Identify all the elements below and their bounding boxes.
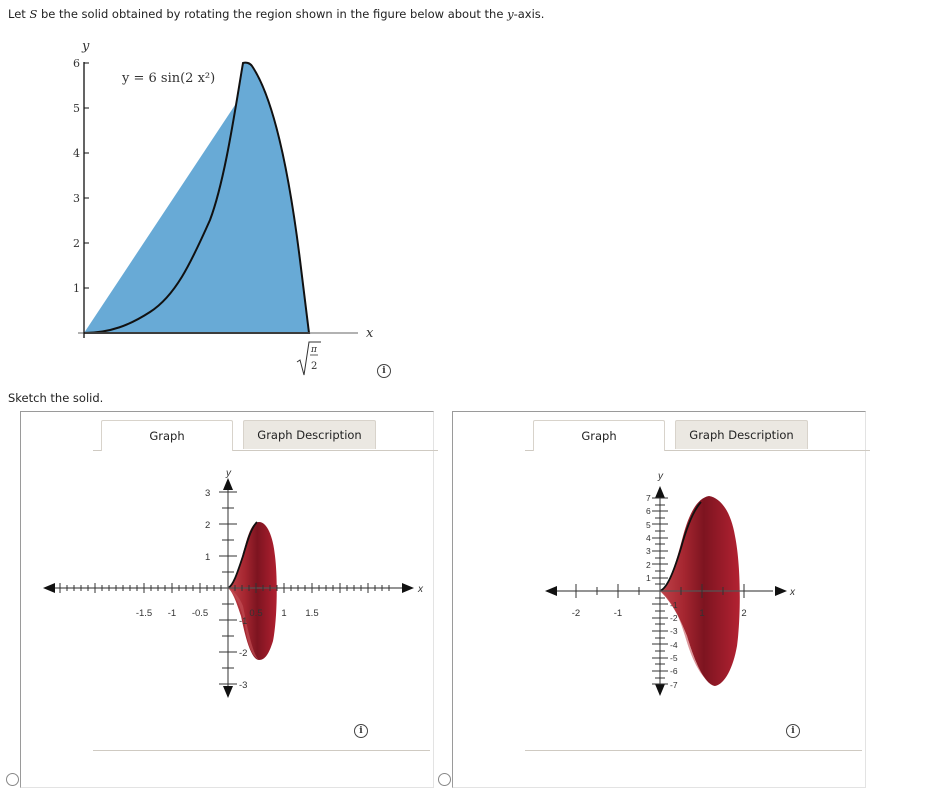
y-axis-down-arrow-icon: [223, 686, 233, 698]
prompt-text: -axis.: [513, 7, 545, 21]
y-tick-1: 1: [73, 282, 80, 295]
y-axis-up-arrow-icon: [655, 486, 665, 498]
y-tick-2: 2: [205, 520, 210, 531]
y-tick-1: 1: [205, 552, 210, 563]
y-tick-7: 7: [646, 493, 651, 503]
divider: [93, 750, 430, 751]
shaded-region: [84, 93, 243, 333]
y-tick-neg2: -2: [239, 648, 247, 659]
prompt-text: Let: [8, 7, 30, 21]
x-tick-1: 1: [699, 608, 704, 619]
y-tick-neg5: -5: [670, 653, 678, 663]
x-tick-neg1.5: -1.5: [136, 608, 152, 619]
x-tick-neg1: -1: [614, 608, 622, 619]
y-tick-neg7: -7: [670, 680, 678, 690]
x-endpoint-label: π 2: [296, 341, 321, 376]
y-axis-down-arrow-icon: [655, 684, 665, 696]
x-axis-label: x: [789, 587, 796, 598]
prompt-text: be the solid obtained by rotating the re…: [37, 7, 508, 21]
y-tick-6: 6: [646, 506, 651, 516]
y-tick-neg2: -2: [670, 613, 678, 623]
question-prompt: Let S be the solid obtained by rotating …: [8, 7, 544, 21]
y-tick-3: 3: [73, 192, 80, 205]
x-axis-label: x: [366, 326, 374, 341]
region-graph: 1 2 3 4 5 6 y x y = 6 sin(2 x²) π 2: [0, 30, 420, 390]
tab-graph[interactable]: Graph: [101, 420, 233, 451]
x-tick-1: 1: [281, 608, 286, 619]
tab-graph-description[interactable]: Graph Description: [675, 420, 808, 449]
y-axis-label: y: [657, 471, 664, 482]
svg-text:2: 2: [311, 361, 317, 372]
tab-bar: Graph Graph Description: [525, 420, 870, 451]
tab-bar: Graph Graph Description: [93, 420, 438, 451]
solid-graph-b: -2 -1 1 2 x: [453, 456, 865, 736]
info-icon[interactable]: i: [377, 364, 391, 378]
x-tick-2: 2: [741, 608, 746, 619]
y-tick-2: 2: [646, 560, 651, 570]
x-tick-neg0.5: -0.5: [192, 608, 208, 619]
answer-radio-b[interactable]: [438, 773, 451, 786]
y-tick-3: 3: [646, 546, 651, 556]
y-axis-label: y: [81, 39, 90, 54]
svg-text:π: π: [310, 345, 318, 355]
y-tick-4: 4: [73, 147, 80, 160]
y-tick-3: 3: [205, 488, 210, 499]
y-tick-1: 1: [646, 573, 651, 583]
y-tick-neg1: -1: [239, 616, 247, 627]
y-tick-6: 6: [73, 57, 80, 70]
curve-y-6sin2x2: [83, 61, 311, 334]
x-tick-neg1: -1: [168, 608, 176, 619]
y-tick-neg4: -4: [670, 640, 678, 650]
equation-label: y = 6 sin(2 x²): [121, 71, 215, 86]
y-tick-neg3: -3: [239, 680, 247, 691]
x-tick-0.5: 0.5: [249, 608, 262, 619]
y-tick-4: 4: [646, 533, 651, 543]
y-tick-5: 5: [73, 102, 80, 115]
y-axis-up-arrow-icon: [223, 478, 233, 490]
tab-graph-description[interactable]: Graph Description: [243, 420, 376, 449]
y-tick-neg6: -6: [670, 666, 678, 676]
divider: [525, 750, 862, 751]
solid-shape: [227, 521, 277, 660]
x-axis-right-arrow-icon: [402, 583, 414, 593]
prompt-variable-y: y: [507, 7, 514, 21]
x-axis-left-arrow-icon: [43, 583, 55, 593]
y-tick-neg1: -1: [670, 600, 678, 610]
y-tick-5: 5: [646, 520, 651, 530]
x-axis-right-arrow-icon: [775, 586, 787, 596]
y-tick-2: 2: [73, 237, 80, 250]
y-tick-neg3: -3: [670, 626, 678, 636]
x-axis-label: x: [417, 584, 424, 595]
x-tick-1.5: 1.5: [305, 608, 318, 619]
sketch-instruction: Sketch the solid.: [8, 391, 104, 405]
x-tick-neg2: -2: [572, 608, 580, 619]
answer-choice-a: Graph Graph Description: [20, 411, 438, 788]
answer-choice-b: Graph Graph Description: [452, 411, 870, 788]
solid-graph-a: -1.5 -1 -0.5 0.5 1 1.5 x 3 2: [21, 456, 433, 736]
answer-radio-a[interactable]: [6, 773, 19, 786]
prompt-variable-s: S: [29, 7, 38, 21]
info-icon[interactable]: i: [354, 724, 368, 738]
info-icon[interactable]: i: [786, 724, 800, 738]
y-axis-label: y: [225, 468, 232, 479]
x-axis-left-arrow-icon: [545, 586, 557, 596]
tab-graph[interactable]: Graph: [533, 420, 665, 451]
